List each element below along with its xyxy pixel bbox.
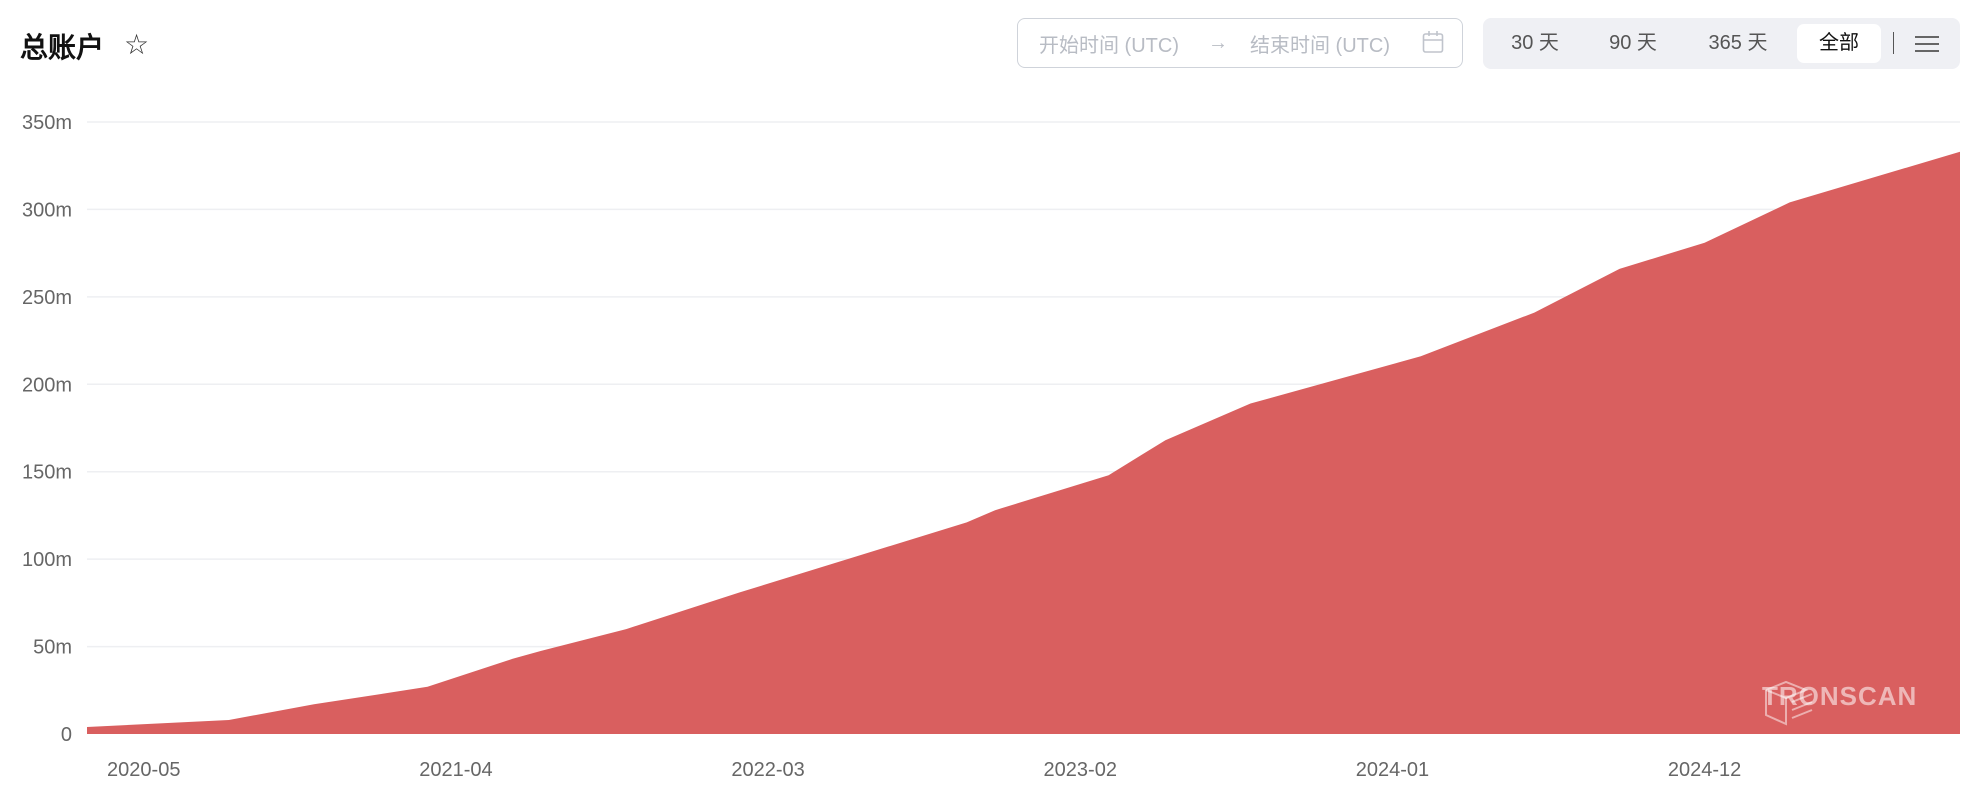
- end-date-input[interactable]: 结束时间 (UTC): [1250, 34, 1390, 57]
- date-range-picker[interactable]: 开始时间 (UTC) → 结束时间 (UTC): [1017, 18, 1463, 68]
- range-90d-button[interactable]: 90 天: [1609, 32, 1657, 54]
- y-tick-label: 50m: [33, 637, 72, 659]
- y-tick-label: 250m: [22, 287, 72, 309]
- hamburger-menu-icon[interactable]: [1915, 32, 1939, 54]
- page-title: 总账户: [20, 32, 105, 63]
- tronscan-watermark: TRONSCAN: [1762, 681, 1918, 711]
- arrow-right-icon: →: [1208, 31, 1228, 54]
- area-series: [87, 151, 1960, 734]
- range-30d-button[interactable]: 30 天: [1511, 32, 1559, 54]
- x-tick-label: 2024-12: [1668, 759, 1741, 781]
- y-tick-label: 0: [61, 724, 72, 746]
- range-365d-button[interactable]: 365 天: [1708, 32, 1768, 54]
- start-date-input[interactable]: 开始时间 (UTC): [1039, 34, 1179, 57]
- x-tick-label: 2021-04: [419, 759, 492, 781]
- divider: [1893, 32, 1894, 54]
- tronscan-logo-icon: [1765, 680, 1813, 726]
- x-tick-label: 2024-01: [1356, 759, 1429, 781]
- star-outline-icon[interactable]: ☆: [124, 29, 150, 60]
- calendar-icon[interactable]: [1422, 30, 1444, 60]
- y-tick-label: 200m: [22, 374, 72, 396]
- range-button-group: 30 天 90 天 365 天 全部: [1483, 18, 1960, 69]
- y-tick-label: 300m: [22, 199, 72, 221]
- y-tick-label: 150m: [22, 462, 72, 484]
- range-all-button[interactable]: 全部: [1797, 24, 1881, 63]
- x-tick-label: 2023-02: [1044, 759, 1117, 781]
- y-tick-label: 100m: [22, 549, 72, 571]
- x-tick-label: 2022-03: [731, 759, 804, 781]
- x-tick-label: 2020-05: [107, 759, 180, 781]
- y-tick-label: 350m: [22, 112, 72, 134]
